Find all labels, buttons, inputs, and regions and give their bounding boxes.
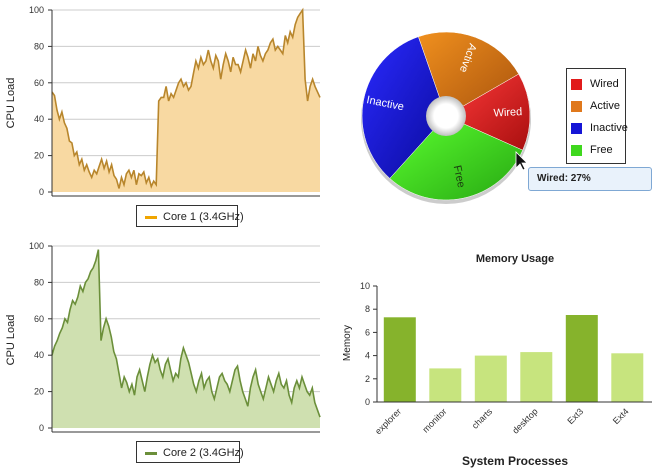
memory-xtick-label: monitor xyxy=(420,406,448,434)
pie-legend-item-wired[interactable]: Wired xyxy=(571,73,621,95)
core1-ytick-label: 40 xyxy=(34,114,44,124)
memory-bars xyxy=(383,315,644,402)
pie-slice-wired xyxy=(445,73,531,151)
core2-ytick-label: 80 xyxy=(34,277,44,287)
core2-chart: 0 20 40 60 80 100 CPU Load xyxy=(5,241,321,433)
core1-ylabel: CPU Load xyxy=(5,78,17,129)
core2-line xyxy=(51,249,321,418)
core1-yticks: 0 20 40 60 80 100 xyxy=(29,5,52,197)
pie-slice-inactive xyxy=(361,36,447,179)
pie-legend-swatch xyxy=(571,144,582,156)
pie-tooltip: Wired: 27% xyxy=(528,167,652,191)
pie-legend-label: Free xyxy=(590,144,613,156)
memory-ytick-label: 10 xyxy=(360,281,370,291)
core1-line xyxy=(51,7,321,189)
core1-ytick-label: 20 xyxy=(34,151,44,161)
memory-xtick-label: Ext3 xyxy=(565,406,585,426)
core1-legend-label: Core 1 (3.4GHz) xyxy=(163,211,244,223)
core2-ylabel: CPU Load xyxy=(5,315,17,366)
pie-legend-swatch xyxy=(571,100,582,112)
pie-legend-label: Inactive xyxy=(590,122,628,134)
pie-slice-free xyxy=(389,115,524,201)
memory-xtick-label: explorer xyxy=(373,406,403,436)
memory-bar-ext4 xyxy=(611,353,644,402)
pie-legend-swatch xyxy=(571,78,582,90)
memory-ylabel: Memory xyxy=(342,325,353,361)
memory-bar-charts xyxy=(474,355,507,402)
core1-ytick-label: 80 xyxy=(34,41,44,51)
core2-legend-swatch xyxy=(145,451,157,455)
memory-title: Memory Usage xyxy=(476,253,554,265)
pie-label-wired: Wired xyxy=(493,106,522,119)
pie-legend-item-inactive[interactable]: Inactive xyxy=(571,117,628,139)
core1-ytick-label: 0 xyxy=(39,187,44,197)
memory-bar-ext3 xyxy=(565,315,598,402)
core2-area xyxy=(52,249,320,428)
memory-ytick-label: 0 xyxy=(365,397,370,407)
pie-legend-item-free[interactable]: Free xyxy=(571,139,621,161)
memory-chart: Memory Usage Memory System Processes 0 2 4… xyxy=(342,253,652,468)
core1-ytick-label: 100 xyxy=(29,5,44,15)
memory-xtick-label: Ext4 xyxy=(611,406,631,426)
core1-area xyxy=(52,10,320,192)
memory-xtick-label: charts xyxy=(470,406,495,431)
memory-xlabel: System Processes xyxy=(462,454,568,468)
memory-ytick-label: 2 xyxy=(365,374,370,384)
pie-slice-active xyxy=(418,31,520,117)
memory-ytick-label: 8 xyxy=(365,304,370,314)
memory-yticks: 0 2 4 6 8 10 xyxy=(360,281,377,407)
pie-legend-label: Active xyxy=(590,100,620,112)
memory-ytick-label: 6 xyxy=(365,327,370,337)
core2-ytick-label: 40 xyxy=(34,350,44,360)
cursor-arrow-icon xyxy=(515,151,528,171)
memory-bar-desktop xyxy=(520,352,553,402)
pie-legend-label: Wired xyxy=(590,78,619,90)
memory-bar-monitor xyxy=(429,368,462,402)
core2-ytick-label: 100 xyxy=(29,241,44,251)
pie-legend-swatch xyxy=(571,122,582,134)
core2-legend-label: Core 2 (3.4GHz) xyxy=(163,447,244,459)
pie-label-free: Free xyxy=(451,164,467,189)
pie-legend: Wired Active Inactive Free xyxy=(566,68,628,164)
core1-legend-swatch xyxy=(145,215,157,219)
core2-ytick-label: 20 xyxy=(34,387,44,397)
pie-legend-item-active[interactable]: Active xyxy=(571,95,621,117)
core2-ytick-label: 60 xyxy=(34,314,44,324)
core1-legend[interactable]: Core 1 (3.4GHz) xyxy=(136,205,244,227)
pie-hole xyxy=(426,96,466,136)
memory-xtick-label: desktop xyxy=(510,406,539,435)
core2-ytick-label: 0 xyxy=(39,423,44,433)
memory-ytick-label: 4 xyxy=(365,351,370,361)
memory-xticks: explorer monitor charts desktop Ext3 Ext4 xyxy=(373,406,631,436)
core1-chart: 0 20 40 60 80 100 CPU Load xyxy=(5,5,321,197)
memory-bar-explorer xyxy=(383,317,416,402)
core2-legend[interactable]: Core 2 (3.4GHz) xyxy=(136,441,244,463)
core2-yticks: 0 20 40 60 80 100 xyxy=(29,241,52,433)
core1-ytick-label: 60 xyxy=(34,78,44,88)
